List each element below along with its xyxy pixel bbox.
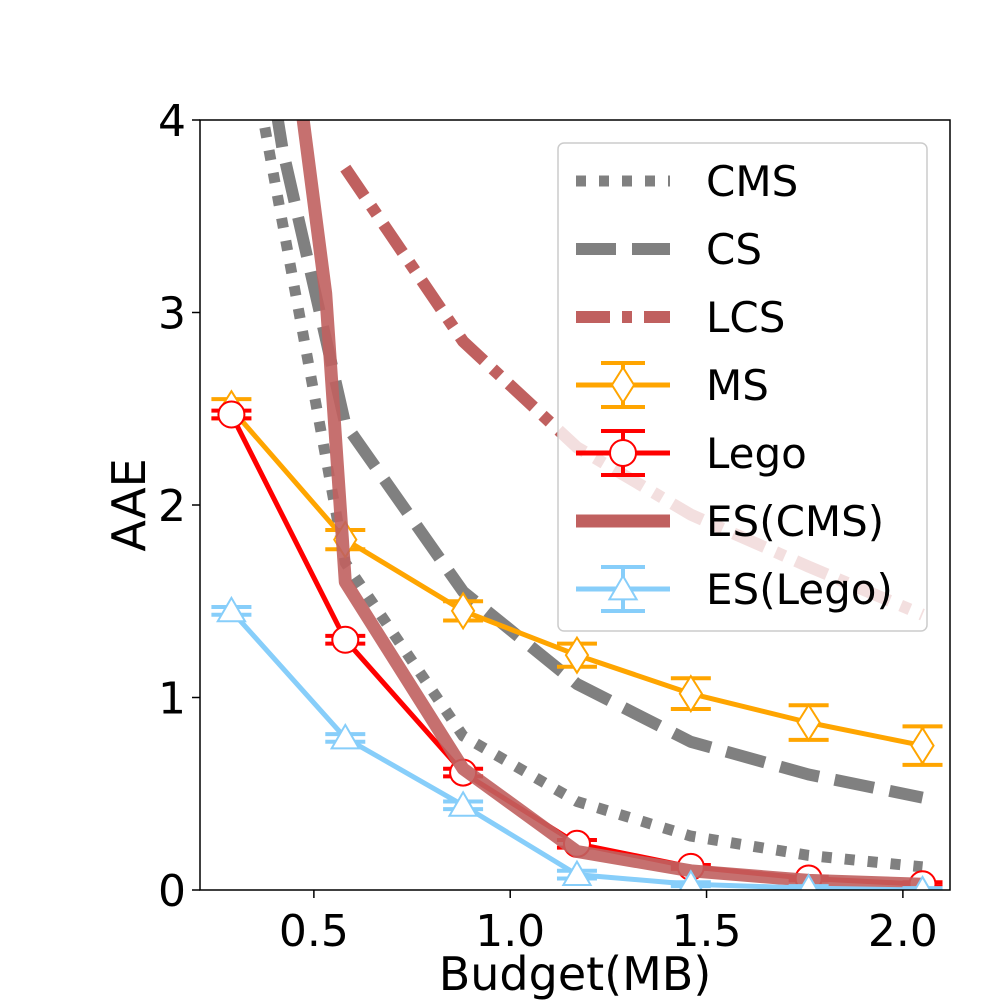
legend-label-lego: Lego [706, 429, 807, 478]
series-line-cs [271, 120, 924, 804]
x-tick-label: 2.0 [868, 906, 938, 957]
y-tick-label: 3 [158, 289, 186, 340]
legend-label-es-cms: ES(CMS) [706, 497, 884, 546]
data-point-lego [331, 625, 360, 654]
series-line-es-cms [296, 120, 923, 890]
data-point-es-lego [329, 722, 361, 750]
x-tick-label: 1.5 [672, 906, 742, 957]
y-axis-label: AAE [102, 458, 156, 551]
y-tick-label: 2 [158, 481, 186, 532]
data-point-es-lego [216, 595, 247, 623]
legend-label-lcs: LCS [706, 293, 785, 342]
y-axis: 0 1 2 3 4 [158, 96, 200, 917]
data-point-es-lego [913, 875, 932, 890]
data-point-ms [796, 703, 821, 742]
data-point-es-lego [798, 873, 819, 890]
x-tick-label: 1.0 [475, 906, 545, 957]
y-tick-label: 0 [158, 866, 186, 917]
legend-label-es-lego: ES(Lego) [706, 565, 893, 614]
data-point-ms [450, 591, 476, 631]
series-es-lego [211, 595, 943, 890]
data-point-es-lego [678, 869, 703, 890]
legend-label-cs: CS [706, 225, 762, 274]
data-point-ms [910, 726, 935, 766]
x-tick-label: 0.5 [279, 906, 349, 957]
data-point-ms [678, 674, 704, 714]
legend-marker-ms [610, 365, 636, 405]
x-axis-label: Budget(MB) [439, 947, 712, 1000]
legend-label-cms: CMS [706, 157, 798, 206]
y-tick-label: 1 [158, 674, 186, 725]
x-axis: 0.5 1.0 1.5 2.0 [279, 890, 938, 957]
y-tick-label: 4 [158, 96, 186, 147]
legend-label-ms: MS [706, 361, 769, 410]
data-point-ms [564, 635, 590, 675]
legend-marker-es-lego [607, 574, 639, 601]
legend: CMS CS LCS MS Lego ES(CMS) ES(Lego) [557, 142, 928, 632]
data-point-es-lego [561, 859, 593, 886]
data-point-es-lego [447, 790, 479, 817]
series-es-cms [296, 120, 923, 890]
data-point-lego [217, 400, 246, 429]
legend-marker-lego [609, 439, 637, 467]
legend-box [557, 142, 928, 632]
series-cs [271, 120, 924, 804]
